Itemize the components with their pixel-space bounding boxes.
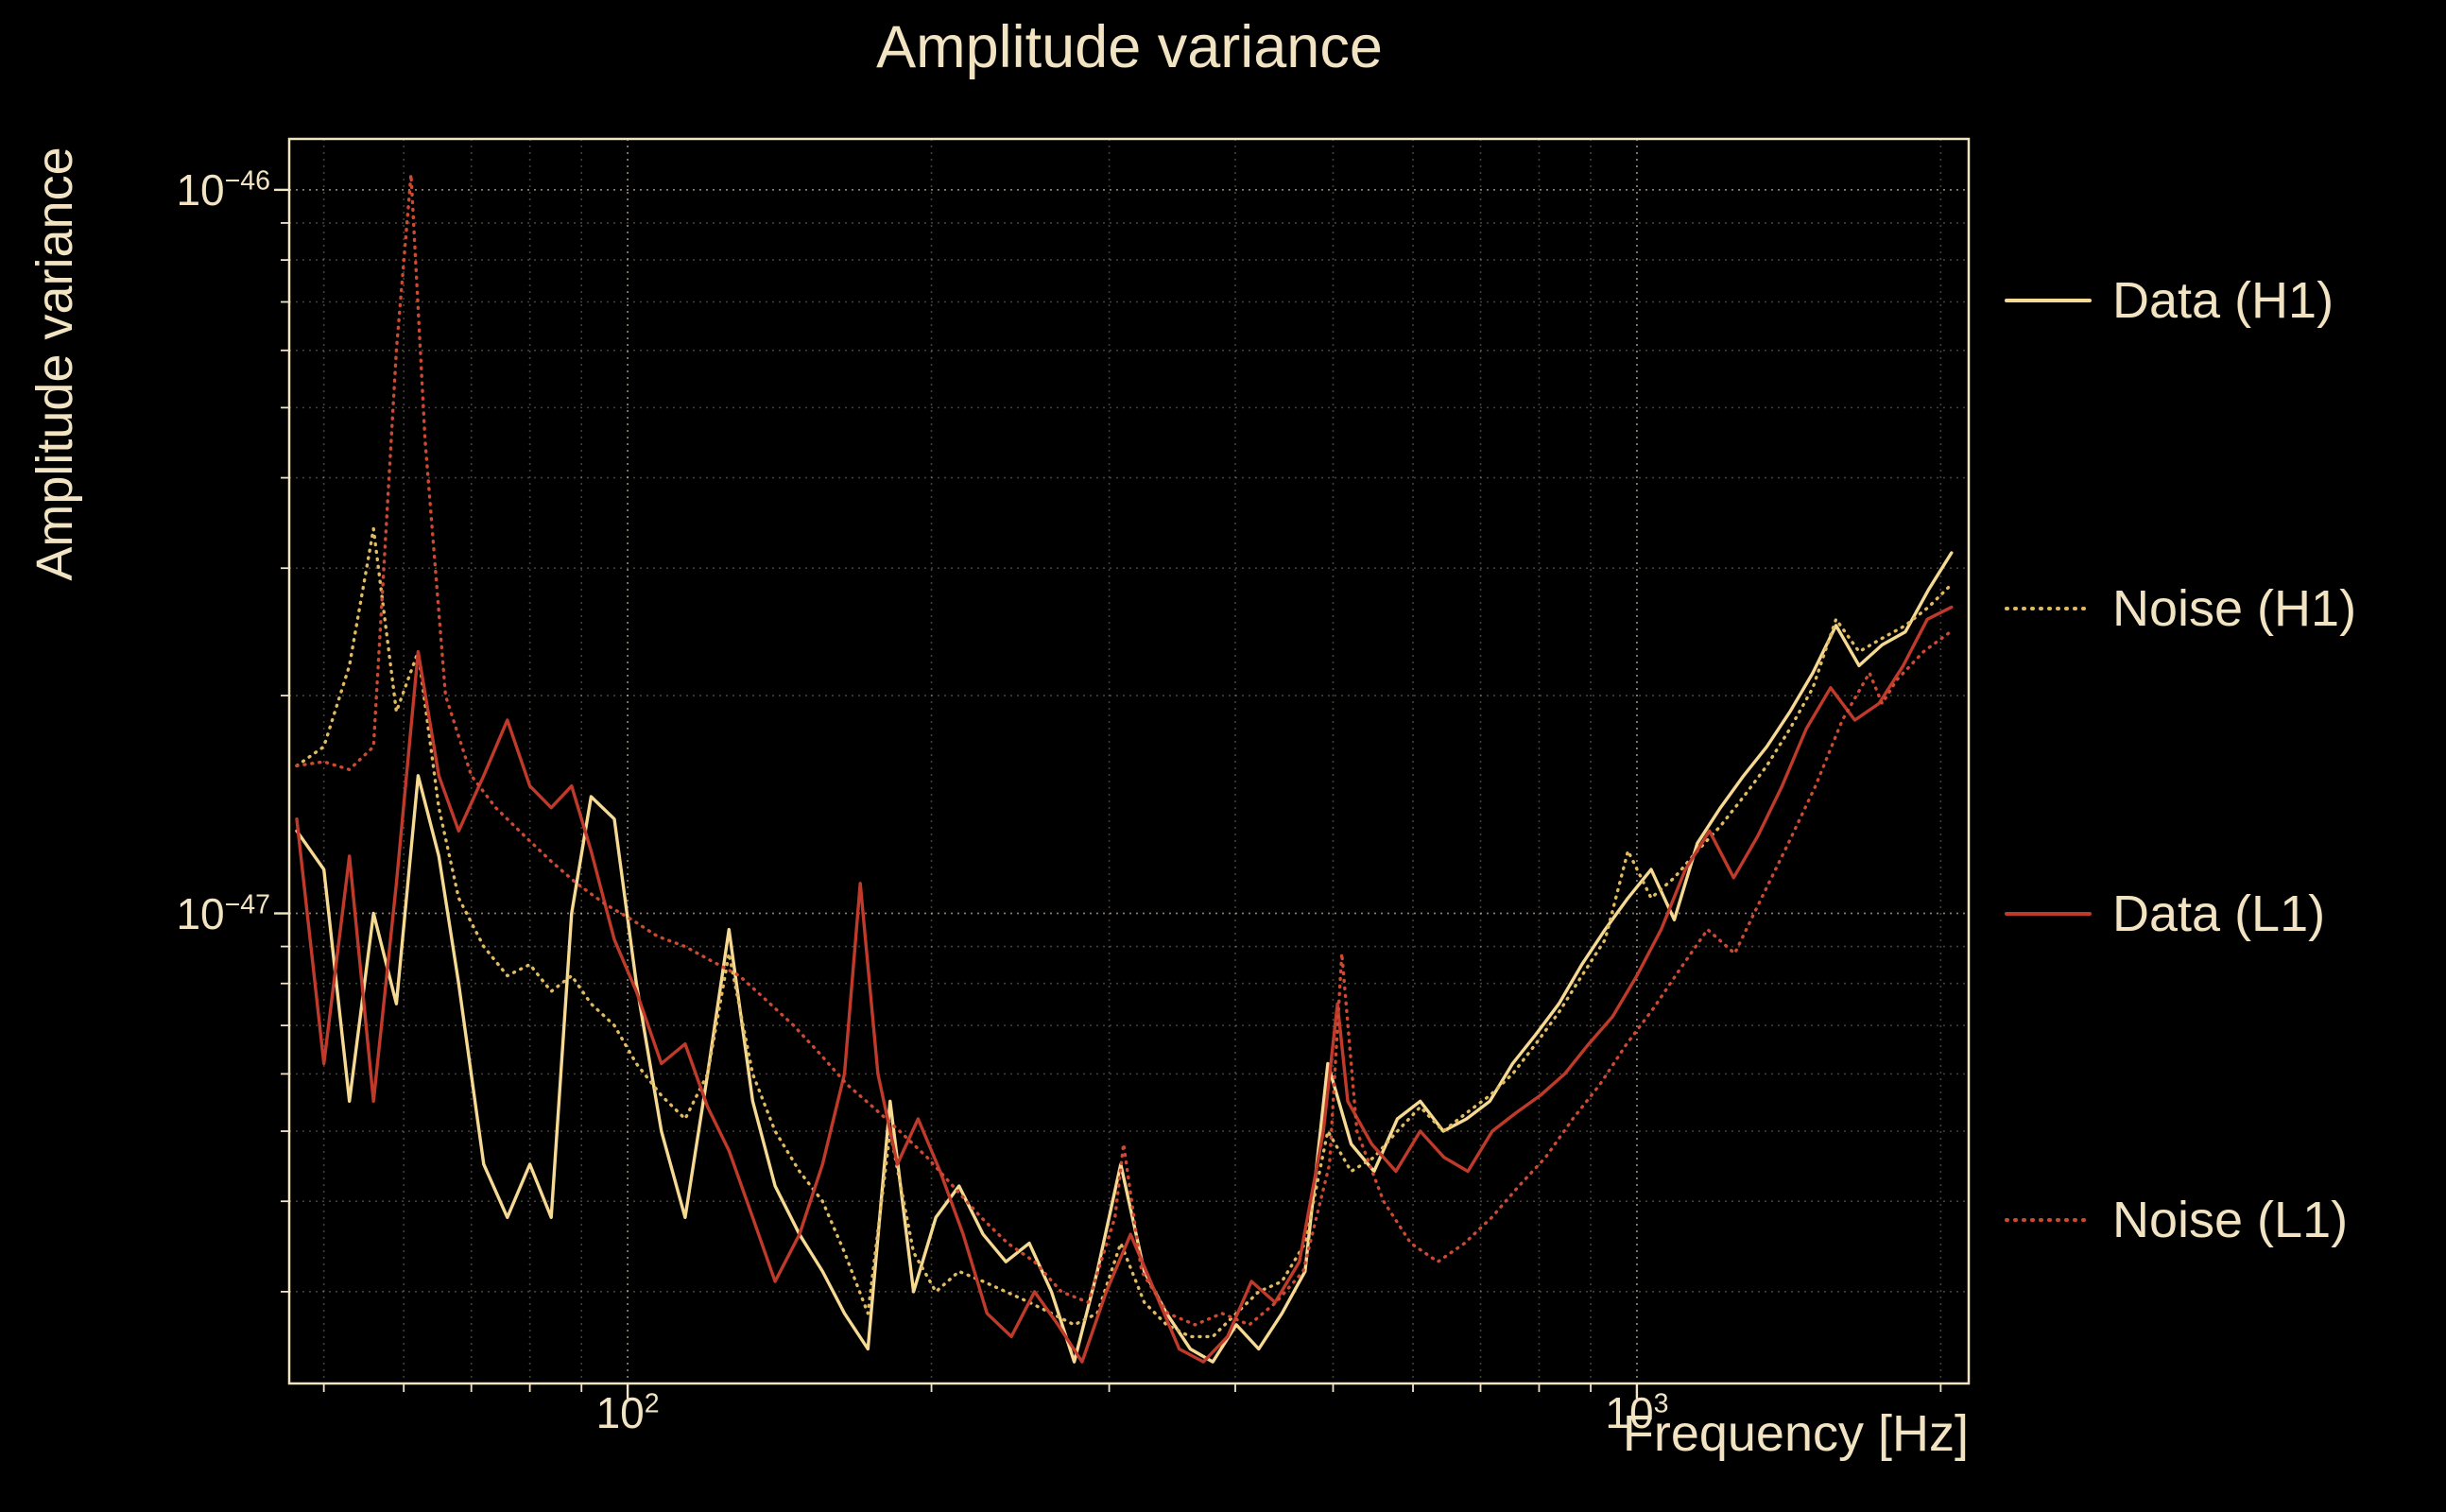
y-tick-label: 10−46 [176, 164, 270, 215]
legend-label: Data (L1) [2112, 885, 2326, 942]
legend-item-noise-h1: Noise (H1) [2005, 579, 2356, 638]
chart-title: Amplitude variance [876, 14, 1383, 80]
series-line-noise-h1 [295, 526, 1954, 1339]
legend-label: Data (H1) [2112, 272, 2334, 329]
legend-sample-line-data-l1 [2005, 912, 2092, 916]
legend-item-noise-l1: Noise (L1) [2005, 1191, 2348, 1249]
x-tick-label: 102 [595, 1388, 660, 1437]
legend-label: Noise (H1) [2112, 580, 2357, 637]
legend-sample-line-noise-h1 [2005, 607, 2092, 610]
series-line-data-l1 [295, 605, 1954, 1364]
legend-sample-line-data-h1 [2005, 299, 2092, 302]
legend-item-data-l1: Data (L1) [2005, 885, 2325, 943]
x-tick-label: 103 [1605, 1388, 1669, 1437]
x-axis-label: Frequency [Hz] [1622, 1405, 1969, 1462]
y-tick-label: 10−47 [176, 888, 270, 938]
series-line-data-h1 [295, 551, 1954, 1364]
legend-label: Noise (L1) [2112, 1192, 2349, 1248]
legend-item-data-h1: Data (H1) [2005, 271, 2334, 330]
legend-sample-line-noise-l1 [2005, 1218, 2092, 1222]
series-line-noise-l1 [295, 172, 1953, 1327]
axes-border [287, 137, 1971, 1385]
